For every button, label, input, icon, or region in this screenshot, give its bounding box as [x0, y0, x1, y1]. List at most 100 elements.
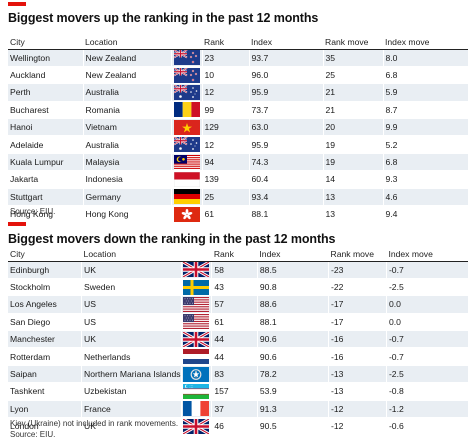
rank-cell: 94	[201, 153, 249, 172]
location-cell: UK	[81, 417, 182, 436]
table-row: Saipan Northern Mariana Islands 83 78.2 -13-…	[8, 365, 468, 384]
rank-move-cell: 13	[322, 188, 383, 207]
header-index-move: Index move	[386, 247, 468, 262]
city-cell: Tashkent	[8, 382, 82, 401]
rank-move-cell: 13	[322, 205, 383, 224]
rank-move-cell: 14	[322, 170, 383, 189]
uz-flag-icon	[183, 383, 210, 399]
city-cell: Saipan	[8, 365, 82, 384]
rank-move-cell: -13	[328, 365, 387, 384]
nz-flag-icon	[173, 50, 200, 66]
se-flag-icon	[183, 279, 210, 295]
rank-move-cell: -22	[328, 278, 387, 297]
rank-move-cell: 35	[322, 49, 383, 67]
header-flag	[181, 247, 212, 262]
index-move-cell: -2.5	[385, 278, 468, 297]
header-index-move: Index move	[383, 35, 468, 50]
index-cell: 88.1	[256, 313, 329, 332]
flag-cell	[180, 400, 212, 419]
flag-cell	[180, 347, 212, 366]
index-cell: 63.0	[248, 118, 323, 137]
flag-cell	[170, 135, 202, 154]
index-move-cell: 5.2	[382, 135, 468, 154]
location-cell: Sweden	[81, 278, 182, 297]
city-cell: Kuala Lumpur	[8, 153, 83, 172]
rank-move-cell: 20	[322, 118, 383, 137]
index-move-cell: -1.2	[385, 400, 468, 419]
flag-cell	[170, 170, 202, 189]
uk-flag-icon	[183, 418, 210, 434]
fr-flag-icon	[183, 401, 210, 417]
table-row: Perth Australia 12 95.9 21 5.9	[8, 83, 468, 102]
header-rank-move: Rank move	[323, 35, 383, 50]
table-row: Lyon France 37 91.3 -12 -1.2	[8, 400, 468, 419]
table-row: Jakarta Indonesia 139 60.4 14 9.3	[8, 170, 468, 189]
header-location: Location	[83, 35, 171, 50]
index-cell: 93.4	[248, 188, 323, 207]
index-move-cell: 9.9	[382, 118, 468, 137]
location-cell: Northern Mariana Islands	[81, 365, 182, 384]
table-row: Stuttgart Germany 25 93.4 13 4.6	[8, 188, 468, 207]
rank-move-cell: -17	[328, 313, 387, 332]
rank-move-cell: -13	[328, 382, 387, 401]
location-cell: Vietnam	[82, 118, 171, 137]
location-cell: US	[81, 295, 182, 314]
flag-cell	[170, 101, 202, 120]
us-flag-icon	[183, 296, 210, 312]
index-cell: 95.9	[248, 135, 323, 154]
header-index: Index	[249, 35, 323, 50]
rank-cell: 37	[211, 400, 258, 419]
rank-cell: 139	[201, 170, 249, 189]
table-header-row: City Location Rank Index Rank move Index…	[8, 35, 468, 50]
down-movers-table: City Location Rank Index Rank move Index…	[8, 247, 468, 436]
flag-cell	[180, 365, 212, 384]
city-cell: Los Angeles	[8, 295, 82, 314]
nz-flag-icon	[173, 67, 200, 83]
index-move-cell: -0.7	[385, 347, 468, 366]
rank-cell: 44	[211, 347, 258, 366]
table-row: Manchester UK 44 90.6 -16 -0.7	[8, 330, 468, 349]
header-city: City	[8, 35, 83, 50]
hk-flag-icon	[173, 206, 200, 222]
header-rank: Rank	[211, 247, 258, 262]
table-row: Rotterdam Netherlands 44 90.6 -16 -0.7	[8, 347, 468, 366]
city-cell: Perth	[8, 83, 83, 102]
index-move-cell: -0.7	[385, 261, 468, 279]
rank-cell: 61	[201, 205, 249, 224]
index-move-cell: 0.0	[385, 295, 468, 314]
city-cell: Manchester	[8, 330, 82, 349]
us-flag-icon	[183, 314, 210, 330]
index-move-cell: 8.0	[382, 49, 468, 67]
rank-cell: 46	[211, 417, 258, 436]
flag-cell	[180, 313, 212, 332]
flag-cell	[170, 49, 202, 67]
table-header-row: City Location Rank Index Rank move Index…	[8, 247, 468, 262]
rank-cell: 12	[201, 135, 249, 154]
index-cell: 91.3	[256, 400, 329, 419]
header-rank: Rank	[202, 35, 249, 50]
flag-cell	[180, 382, 212, 401]
flag-cell	[170, 66, 202, 85]
au-flag-icon	[173, 84, 200, 100]
index-move-cell: -0.6	[385, 417, 468, 436]
rank-move-cell: 19	[322, 135, 383, 154]
header-flag	[171, 35, 202, 50]
vn-flag-icon	[173, 119, 200, 135]
id-flag-icon	[173, 171, 200, 187]
header-index: Index	[257, 247, 329, 262]
rank-move-cell: 21	[322, 83, 383, 102]
up-source: Source: EIU.	[10, 207, 56, 216]
city-cell: San Diego	[8, 313, 82, 332]
table-row: Edinburgh UK 58 88.5 -23 -0.7	[8, 261, 468, 279]
city-cell: Edinburgh	[8, 261, 82, 279]
table-row: San Diego US 61 88.1 -17 0.0	[8, 313, 468, 332]
rank-move-cell: -12	[328, 417, 387, 436]
table-row: Auckland New Zealand 10 96.0 25 6.8	[8, 66, 468, 85]
city-cell: Rotterdam	[8, 347, 82, 366]
index-cell: 90.8	[256, 278, 329, 297]
header-location: Location	[81, 247, 182, 262]
index-cell: 78.2	[256, 365, 329, 384]
rank-move-cell: -12	[328, 400, 387, 419]
table-row: Wellington New Zealand 23 93.7 35 8.0	[8, 49, 468, 67]
index-cell: 74.3	[248, 153, 323, 172]
